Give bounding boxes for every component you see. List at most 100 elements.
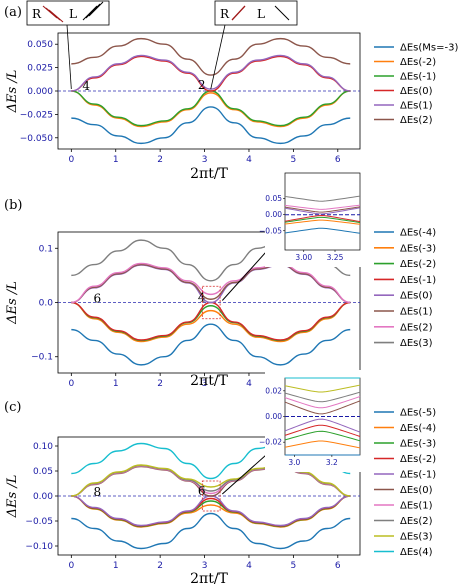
legend-label: ΔEs(-1) bbox=[400, 72, 436, 83]
schematic-frame bbox=[214, 0, 298, 26]
y-tick-label: −0.10 bbox=[25, 542, 53, 552]
inset-series-line-7 bbox=[284, 391, 361, 403]
series-line-6 bbox=[71, 262, 351, 304]
series-line-4 bbox=[71, 264, 351, 304]
zoom-box bbox=[201, 285, 221, 320]
inset-y-tick-label: 0.00 bbox=[265, 210, 282, 219]
x-tick-label: 6 bbox=[335, 561, 341, 571]
annotation-0: 4 bbox=[82, 79, 90, 93]
series-line-5 bbox=[71, 263, 351, 304]
legend-label: ΔEs(2) bbox=[400, 322, 433, 333]
panel-label: (a) bbox=[4, 5, 22, 20]
series-line-3 bbox=[71, 55, 351, 92]
legend-label: ΔEs(-5) bbox=[400, 408, 436, 419]
red-arrow bbox=[231, 5, 246, 21]
y-axis-label: ΔEs /L bbox=[5, 70, 20, 114]
legend-label: ΔEs(0) bbox=[400, 485, 433, 496]
inset-x-tick-label: 3.0 bbox=[288, 458, 300, 467]
legend-label: ΔEs(4) bbox=[400, 547, 433, 558]
inset-series-line-2 bbox=[284, 430, 361, 442]
y-tick-label: −0.050 bbox=[20, 134, 54, 144]
inset-x-tick-label: 3.2 bbox=[326, 458, 338, 467]
x-tick-label: 2 bbox=[157, 561, 163, 571]
legend-label: ΔEs(-2) bbox=[400, 57, 436, 68]
x-axis-label: 2πt/T bbox=[190, 571, 228, 587]
legend-label: ΔEs(Ms=-3) bbox=[400, 43, 458, 54]
legend-label: ΔEs(-3) bbox=[400, 439, 436, 450]
black-arrow bbox=[274, 5, 290, 21]
x-tick-label: 3 bbox=[202, 155, 208, 165]
x-tick-label: 6 bbox=[335, 155, 341, 165]
series-line-2 bbox=[71, 301, 351, 342]
y-tick-label: −0.05 bbox=[25, 517, 53, 527]
legend-label: ΔEs(-4) bbox=[400, 228, 436, 239]
inset-series-line-5 bbox=[284, 400, 361, 415]
x-tick-label: 4 bbox=[246, 379, 252, 389]
annotation-0: 8 bbox=[94, 485, 102, 499]
x-tick-label: 1 bbox=[113, 155, 119, 165]
legend-label: ΔEs(-2) bbox=[400, 259, 436, 270]
x-tick-label: 4 bbox=[246, 561, 252, 571]
legend-label: ΔEs(-3) bbox=[400, 243, 436, 254]
inset-x-tick-label: 3.25 bbox=[327, 253, 344, 262]
inset-series-line-2 bbox=[284, 216, 361, 224]
panel-label: (b) bbox=[4, 198, 22, 213]
pointer-line bbox=[66, 24, 72, 90]
pointer-line bbox=[210, 24, 226, 90]
x-tick-label: 5 bbox=[291, 561, 297, 571]
series-line-4 bbox=[71, 54, 351, 92]
inset-chart: 3.00 3.25 0.05 0.00 −0.05 bbox=[259, 165, 368, 267]
y-tick-label: 0.00 bbox=[33, 492, 53, 502]
y-tick-label: −0.1 bbox=[31, 353, 53, 363]
series-line-2 bbox=[71, 90, 351, 127]
y-tick-label: 0.0 bbox=[39, 299, 54, 309]
x-tick-label: 1 bbox=[113, 561, 119, 571]
y-axis-label: ΔEs /L bbox=[5, 281, 20, 325]
schematic-frame bbox=[26, 0, 110, 26]
legend-label: ΔEs(-4) bbox=[400, 423, 436, 434]
series-line-1 bbox=[71, 301, 351, 343]
inset-y-tick-label: −0.05 bbox=[259, 226, 282, 235]
x-tick-label: 4 bbox=[246, 155, 252, 165]
x-tick-label: 2 bbox=[157, 379, 163, 389]
annotation-1: 2 bbox=[198, 78, 206, 92]
series-line-1 bbox=[71, 90, 351, 128]
legend-label: ΔEs(1) bbox=[400, 101, 433, 112]
schematic-left-label: R bbox=[32, 7, 42, 21]
legend-label: ΔEs(-1) bbox=[400, 275, 436, 286]
series-line-5 bbox=[71, 37, 351, 76]
black-arrow bbox=[82, 5, 98, 21]
inset-series-line-1 bbox=[284, 219, 361, 225]
legend-label: ΔEs(3) bbox=[400, 338, 433, 349]
x-tick-label: 5 bbox=[291, 155, 297, 165]
legend-label: ΔEs(2) bbox=[400, 115, 433, 126]
annotation-1: 4 bbox=[198, 290, 206, 304]
legend-label: ΔEs(1) bbox=[400, 307, 433, 318]
series-line-0 bbox=[71, 323, 351, 366]
inset-y-tick-label: 0.00 bbox=[265, 412, 282, 421]
inset-y-tick-label: 0.02 bbox=[265, 386, 282, 395]
inset-x-tick-label: 3.00 bbox=[295, 253, 312, 262]
y-tick-label: −0.025 bbox=[20, 110, 53, 120]
y-tick-label: 0.050 bbox=[27, 40, 53, 50]
x-tick-label: 2 bbox=[157, 155, 163, 165]
inset-chart: 3.0 3.2 0.02 0.00 −0.02 bbox=[259, 370, 368, 472]
annotation-1: 6 bbox=[198, 484, 206, 498]
x-tick-label: 3 bbox=[202, 561, 208, 571]
inset-y-tick-label: −0.02 bbox=[259, 438, 282, 447]
legend-label: ΔEs(0) bbox=[400, 86, 433, 97]
legend-label: ΔEs(3) bbox=[400, 532, 433, 543]
x-tick-label: 0 bbox=[68, 379, 74, 389]
x-tick-label: 0 bbox=[68, 155, 74, 165]
x-tick-label: 3 bbox=[202, 379, 208, 389]
schematic-right-label: L bbox=[257, 7, 265, 21]
x-tick-label: 0 bbox=[68, 561, 74, 571]
chart-panel-2: (c) 0 1 2 3 4 5 6 0.10 0.05 0.00 −0.05 −0.10 2πt/T ΔEs… bbox=[4, 370, 436, 587]
inset-series-line-7 bbox=[284, 195, 361, 202]
legend-label: ΔEs(0) bbox=[400, 291, 433, 302]
y-tick-label: 0.1 bbox=[39, 244, 53, 254]
y-tick-label: 0.000 bbox=[27, 87, 53, 97]
